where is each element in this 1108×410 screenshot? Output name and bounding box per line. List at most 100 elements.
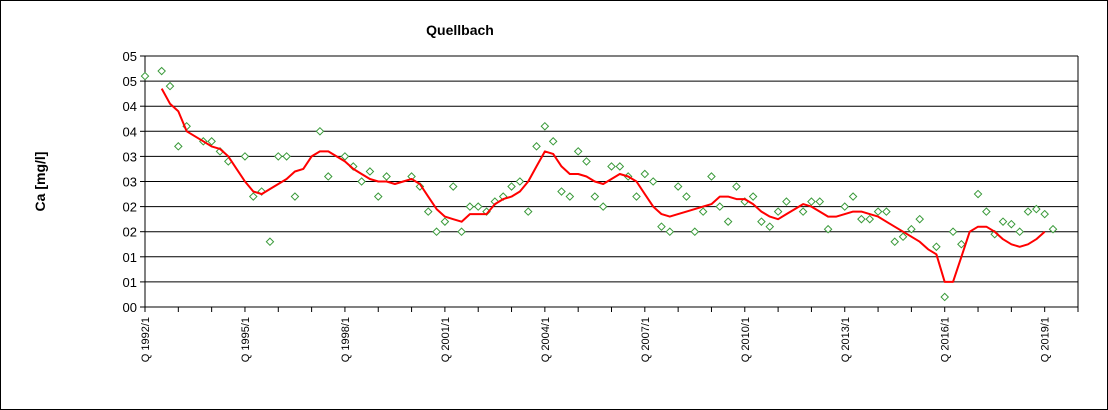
data-point xyxy=(932,242,941,252)
data-point xyxy=(765,222,775,231)
data-point xyxy=(532,142,541,151)
data-point xyxy=(757,217,766,226)
data-point xyxy=(473,202,483,211)
data-point xyxy=(690,227,700,237)
data-point xyxy=(1032,204,1041,214)
data-point xyxy=(873,207,883,216)
data-point xyxy=(648,177,658,186)
data-point xyxy=(998,217,1008,226)
data-point xyxy=(382,172,391,181)
data-point xyxy=(607,162,616,171)
data-point xyxy=(598,202,608,211)
data-point xyxy=(857,214,866,224)
y-tick-label: 02 xyxy=(123,200,137,215)
data-point xyxy=(240,152,250,161)
y-tick-label: 03 xyxy=(123,175,137,190)
data-point xyxy=(657,222,666,231)
data-point xyxy=(248,192,258,201)
data-point xyxy=(523,207,533,216)
data-point xyxy=(565,192,575,201)
data-point xyxy=(898,232,908,242)
data-point xyxy=(515,177,525,186)
y-axis-label: Ca [mg/l] xyxy=(32,152,48,212)
data-point xyxy=(732,182,741,191)
data-point xyxy=(432,227,441,237)
x-tick-label: Q 2010/1 xyxy=(740,317,752,362)
y-tick-label: 04 xyxy=(123,99,137,114)
x-tick-label: Q 2016/1 xyxy=(940,317,952,362)
data-point xyxy=(315,126,325,136)
data-point xyxy=(707,172,716,181)
data-point xyxy=(340,152,350,161)
data-point xyxy=(632,192,641,201)
plot-area: 00 01 01 02 02 03 03 04 04 05 05 Q 1992/1 Q 1995/1 Q … xyxy=(123,49,1079,362)
data-point xyxy=(682,192,691,201)
y-tick-label: 05 xyxy=(123,49,137,64)
data-point xyxy=(957,239,966,249)
data-point xyxy=(1023,207,1033,216)
y-tick-label: 03 xyxy=(123,149,137,164)
data-point xyxy=(557,187,566,196)
data-point xyxy=(423,207,433,216)
trend-line xyxy=(160,88,1046,283)
x-tick-label: Q 2013/1 xyxy=(840,317,852,362)
y-tick-label: 01 xyxy=(123,250,137,265)
data-point xyxy=(915,214,925,224)
x-tick-label: Q 1992/1 xyxy=(140,317,152,362)
data-point xyxy=(773,207,783,216)
data-point xyxy=(540,121,550,131)
chart-title: Quellbach xyxy=(426,22,494,38)
x-tick-label: Q 2019/1 xyxy=(1040,317,1052,362)
data-point xyxy=(907,224,916,234)
data-point xyxy=(973,189,983,199)
data-point xyxy=(165,81,175,91)
data-point xyxy=(282,152,291,161)
data-point xyxy=(798,207,808,216)
data-point xyxy=(823,224,833,234)
data-point xyxy=(573,147,583,156)
data-point xyxy=(273,152,283,161)
data-point xyxy=(665,227,675,237)
data-point xyxy=(807,197,816,206)
data-point xyxy=(982,207,991,216)
data-point xyxy=(357,177,366,186)
data-point xyxy=(615,162,625,171)
x-tick-label: Q 1998/1 xyxy=(340,317,352,362)
data-point xyxy=(698,207,708,216)
data-point xyxy=(365,167,375,176)
data-point xyxy=(174,142,183,151)
data-point xyxy=(582,157,591,166)
data-point xyxy=(1015,227,1024,237)
data-point xyxy=(748,192,758,201)
data-point xyxy=(457,227,466,237)
data-point xyxy=(1048,224,1058,234)
data-point xyxy=(373,192,383,201)
data-point xyxy=(290,192,300,201)
x-tick-label: Q 2001/1 xyxy=(440,317,452,362)
data-point xyxy=(1007,219,1016,229)
data-point xyxy=(440,217,450,226)
data-point xyxy=(848,192,858,201)
data-point xyxy=(782,197,791,206)
data-point xyxy=(723,217,733,226)
data-point xyxy=(323,172,333,181)
y-tick-label: 02 xyxy=(123,225,137,240)
data-point xyxy=(448,182,458,191)
data-point xyxy=(207,137,216,146)
data-point xyxy=(948,227,958,237)
data-point xyxy=(157,66,166,76)
y-tick-label: 04 xyxy=(123,124,137,139)
data-point xyxy=(507,182,516,191)
data-point xyxy=(548,137,558,146)
data-point xyxy=(840,202,850,211)
x-tick-label: Q 1995/1 xyxy=(240,317,252,362)
data-point xyxy=(865,214,875,224)
y-tick-label: 05 xyxy=(123,74,137,89)
x-tick-label: Q 2007/1 xyxy=(640,317,652,362)
data-point xyxy=(640,169,650,179)
x-tick-label: Q 2004/1 xyxy=(540,317,552,362)
y-tick-label: 00 xyxy=(123,300,137,315)
data-point xyxy=(890,237,900,247)
